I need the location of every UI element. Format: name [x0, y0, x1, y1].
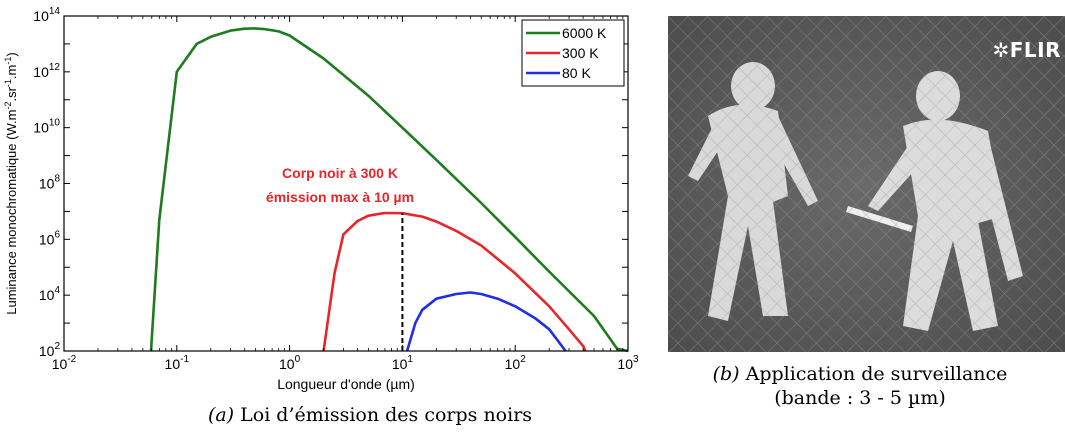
series-line-300-K	[322, 211, 587, 352]
series-line-80-K	[405, 291, 567, 352]
y-tick-label: 102	[39, 341, 61, 359]
caption-a-label: (a)	[207, 404, 235, 426]
y-tick-label: 1010	[33, 118, 60, 136]
flir-logo: ✲FLIR	[992, 38, 1061, 62]
x-tick-label: 100	[279, 354, 301, 372]
caption-b-text-line1: Application de surveillance	[739, 363, 1008, 385]
flir-logo-icon: ✲	[992, 38, 1010, 62]
y-tick-label: 1014	[33, 6, 60, 24]
y-axis-label: Luminance monochromatique (W.m-2.sr-1.m-…	[3, 52, 19, 315]
series-line-6000-K	[149, 27, 629, 353]
y-tick-label: 106	[39, 229, 61, 247]
x-tick-label: 10-1	[165, 354, 190, 372]
legend-label: 80 K	[562, 65, 591, 81]
x-tick-label: 10-2	[52, 354, 77, 372]
thermal-surveillance-image: ✲FLIR	[668, 16, 1065, 352]
x-tick-label: 101	[392, 354, 414, 372]
y-tick-label: 1012	[33, 62, 60, 80]
caption-b-text-line2: (bande : 3 - 5 µm)	[774, 387, 946, 409]
flir-logo-text: FLIR	[1009, 38, 1061, 62]
chart: 10-2 10-1 100 101 102 103 102 104 106 108 1010 1012…	[3, 6, 639, 392]
y-tick-label: 104	[39, 285, 61, 303]
x-tick-label: 102	[505, 354, 527, 372]
thermal-scene	[668, 16, 1065, 352]
legend-label: 6000 K	[562, 25, 607, 41]
caption-a-text: Loi d’émission des corps noirs	[234, 404, 533, 426]
annotation-line: Corp noir à 300 K	[282, 165, 398, 181]
caption-b: (b) Application de surveillance (bande :…	[655, 362, 1065, 410]
x-tick-label: 103	[617, 354, 639, 372]
caption-a: (a) Loi d’émission des corps noirs	[70, 403, 670, 427]
x-axis-label: Longueur d'onde (µm)	[277, 376, 415, 392]
caption-b-label: (b)	[712, 363, 740, 385]
annotation-line: émission max à 10 µm	[266, 189, 414, 205]
legend-label: 300 K	[562, 45, 599, 61]
y-tick-label: 108	[39, 174, 61, 192]
